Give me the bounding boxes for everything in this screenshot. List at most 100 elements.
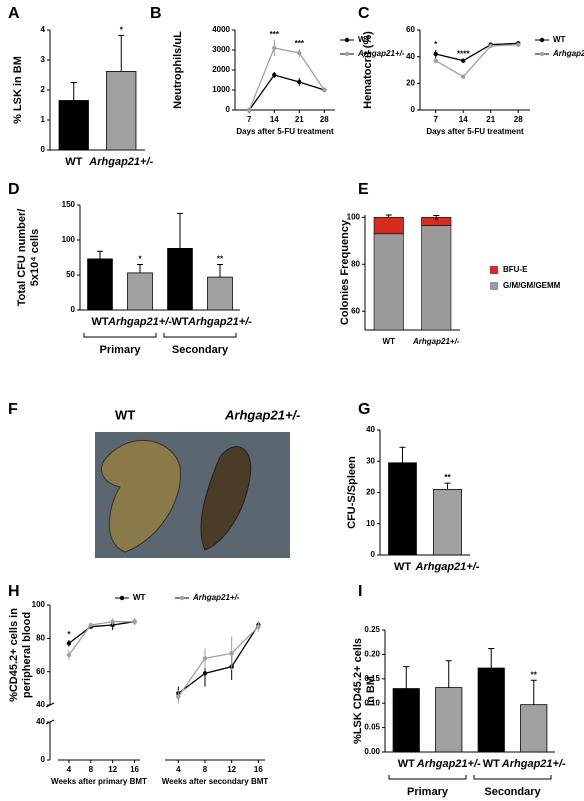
axis-break	[45, 702, 55, 725]
error-bar	[97, 250, 103, 259]
point	[297, 79, 302, 85]
series-line	[177, 624, 259, 694]
significance: ****	[457, 49, 470, 58]
panel-letter: A	[8, 5, 20, 22]
bar	[87, 258, 113, 311]
spleen	[100, 439, 182, 553]
point	[433, 51, 438, 57]
significance: *	[120, 26, 124, 35]
y-tick-label: 100	[32, 600, 46, 609]
x-tick-label: 21	[486, 115, 495, 124]
point	[433, 58, 438, 63]
error-bar	[118, 34, 125, 72]
error-bar	[403, 666, 410, 689]
x-tick-label: WT	[65, 156, 82, 168]
legend-label: Arhgap21+/-	[552, 49, 584, 58]
x-axis-label: Days after 5-FU treatment	[236, 127, 334, 136]
y-tick-label: 1	[41, 115, 46, 124]
panel-letter: I	[358, 583, 362, 600]
y-tick-label: 60	[406, 25, 415, 34]
point	[66, 641, 72, 646]
x-axis-label: Weeks after primary BMT	[51, 777, 147, 786]
y-tick-label: 2	[41, 85, 46, 94]
y-tick-label: 0	[371, 550, 376, 559]
x-tick-label: Arhgap21+/-	[107, 316, 172, 328]
error-bar	[399, 446, 406, 463]
bar	[106, 71, 137, 151]
significance: *	[435, 217, 439, 226]
bar	[58, 100, 89, 151]
legend-label: WT	[133, 593, 146, 602]
y-tick-label: 100	[347, 212, 361, 221]
y-tick-label: 2000	[212, 65, 230, 74]
y-tick-label: 0	[71, 305, 76, 314]
point	[297, 50, 302, 56]
y-tick-label: 50	[66, 270, 75, 279]
panel-letter: F	[8, 401, 18, 418]
y-axis-label: Colonies Frequency	[339, 219, 351, 325]
x-tick-label: 7	[247, 115, 252, 124]
x-tick-label: Arhgap21+/-	[88, 156, 153, 168]
x-tick-label: 8	[203, 765, 208, 774]
significance: **	[444, 473, 451, 482]
x-axis-label: Weeks after secondary BMT	[162, 777, 269, 786]
significance: **	[531, 670, 538, 679]
y-tick-label: 3000	[212, 45, 230, 54]
legend-marker	[119, 595, 125, 601]
x-tick-label: 16	[254, 765, 263, 774]
legend-marker	[539, 37, 545, 43]
y-tick-label: 1000	[212, 85, 230, 94]
legend-marker	[344, 51, 350, 57]
point	[88, 622, 94, 628]
x-tick-label: Arhgap21+/-	[187, 316, 252, 328]
y-axis-label: Total CFU number/	[16, 209, 28, 307]
x-tick-label: 14	[270, 115, 279, 124]
series-line	[68, 621, 135, 644]
y-tick-label: 40	[406, 52, 415, 61]
bar	[435, 687, 463, 753]
bar	[388, 462, 417, 556]
point	[202, 656, 208, 661]
y-tick-label: 0.15	[364, 674, 380, 683]
legend-label: WT	[358, 35, 371, 44]
y-axis-label: Neutrophils/uL	[172, 31, 184, 109]
series-line	[435, 44, 519, 78]
point	[229, 651, 234, 656]
point	[176, 694, 181, 699]
x-tick-label: 12	[227, 765, 236, 774]
significance: **	[217, 255, 224, 264]
x-tick-label: WT	[91, 316, 108, 328]
point	[488, 43, 493, 49]
series-line	[68, 621, 135, 656]
legend-label: G/M/GM/GEMM	[503, 281, 561, 290]
x-axis-label: Days after 5-FU treatment	[426, 127, 524, 136]
significance: ***	[270, 30, 280, 39]
y-tick-label: 40	[366, 425, 375, 434]
error-bar	[177, 212, 183, 249]
group-label: Secondary	[172, 344, 229, 356]
error-bar	[217, 264, 223, 278]
x-tick-label: 28	[514, 115, 523, 124]
point	[202, 671, 208, 676]
x-tick-label: Arhgap21+/-	[415, 561, 480, 573]
group-label: Secondary	[484, 786, 541, 798]
x-tick-label: 14	[459, 115, 468, 124]
point	[66, 652, 72, 658]
group-bracket	[473, 775, 552, 780]
x-tick-label: Arhgap21+/-	[501, 758, 566, 770]
panel-letter: G	[358, 401, 370, 418]
legend-marker	[539, 51, 545, 57]
bar	[520, 704, 548, 753]
legend-marker	[179, 595, 185, 601]
y-tick-label: 0	[226, 105, 231, 114]
x-tick-label: 28	[320, 115, 329, 124]
x-tick-label: WT	[383, 337, 396, 346]
point	[272, 72, 277, 78]
group-label: Primary	[100, 344, 142, 356]
y-tick-label: 10	[366, 519, 375, 528]
error-bar	[445, 660, 452, 688]
y-tick-label: 0.05	[364, 723, 380, 732]
x-tick-label: WT	[171, 316, 188, 328]
point	[272, 45, 277, 51]
